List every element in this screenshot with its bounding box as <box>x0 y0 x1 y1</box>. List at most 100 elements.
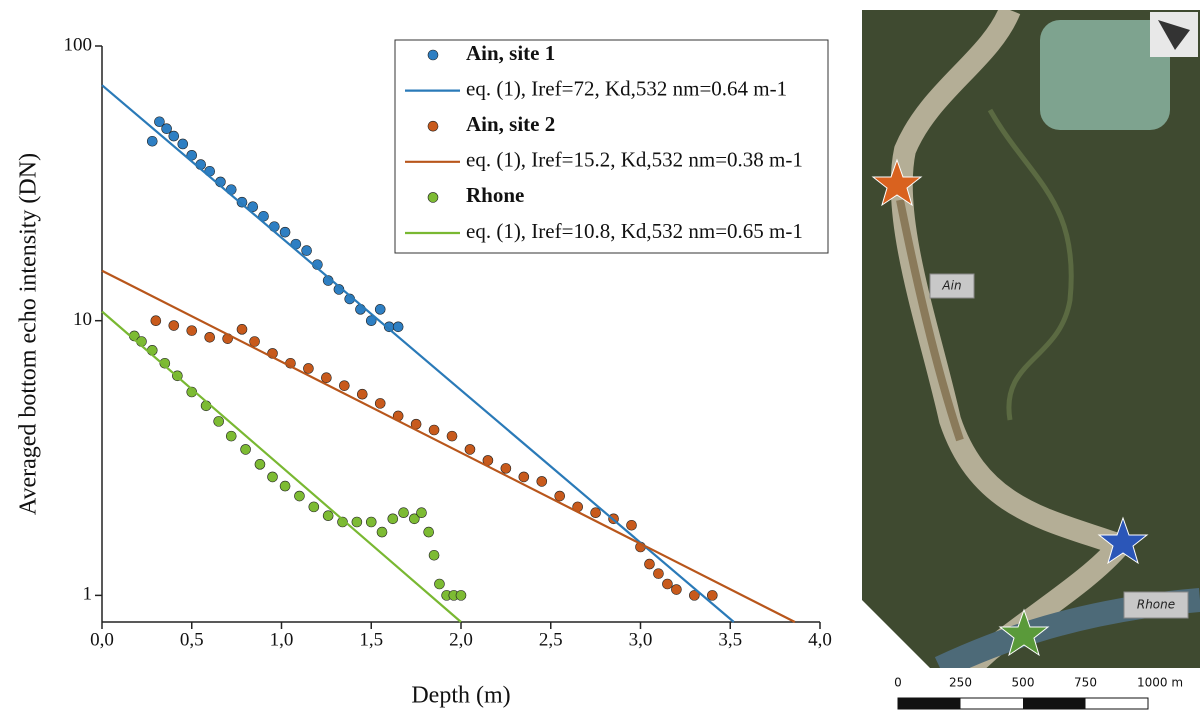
map: Ain Rhone <box>862 10 1200 668</box>
data-point <box>387 513 399 525</box>
data-point <box>554 490 566 502</box>
legend-label: Rhone <box>466 183 524 207</box>
data-point <box>434 578 445 590</box>
y-axis-title: Averaged bottom echo intensity (DN) <box>16 153 42 515</box>
x-tick-label: 3,5 <box>718 629 742 650</box>
x-tick-label: 3,0 <box>629 629 653 650</box>
data-point <box>398 507 409 518</box>
data-point <box>662 578 673 590</box>
site-star <box>1097 516 1149 565</box>
lake <box>1040 20 1170 130</box>
legend-marker <box>427 120 439 132</box>
x-tick-label: 0,5 <box>180 629 204 650</box>
data-point <box>455 590 467 601</box>
data-point <box>186 325 198 336</box>
data-point <box>416 507 427 518</box>
legend-label: Ain, site 2 <box>466 112 555 136</box>
scale-label: 250 <box>949 676 972 690</box>
data-point <box>356 388 368 400</box>
scale-label: 1000 m <box>1137 676 1183 690</box>
data-point <box>303 363 314 374</box>
data-point <box>177 138 189 150</box>
data-point <box>254 459 266 470</box>
data-point <box>269 221 280 232</box>
scale-label: 0 <box>894 676 902 690</box>
data-point <box>168 130 180 142</box>
legend-label: Ain, site 1 <box>466 41 555 65</box>
north-arrow-glyph <box>1158 20 1190 50</box>
data-point <box>321 372 332 384</box>
side-channel <box>987 108 1074 421</box>
data-point <box>500 463 512 474</box>
legend-label: eq. (1), Iref=15.2, Kd,532 nm=0.38 m-1 <box>466 148 803 172</box>
data-point <box>671 584 682 595</box>
legend-label: eq. (1), Iref=72, Kd,532 nm=0.64 m-1 <box>466 76 787 100</box>
fit-line <box>101 310 462 623</box>
fit-line <box>101 84 735 623</box>
data-point <box>626 519 637 531</box>
data-point <box>689 590 700 601</box>
label-box <box>929 273 975 299</box>
map-label: Ain <box>941 279 961 293</box>
data-point <box>236 196 248 208</box>
data-point <box>374 304 386 315</box>
data-point <box>213 416 224 427</box>
data-point <box>428 424 440 436</box>
scale-label: 500 <box>1012 676 1035 690</box>
data-point <box>464 444 476 455</box>
site-star <box>998 608 1050 657</box>
data-point <box>279 226 291 238</box>
data-point <box>653 568 664 579</box>
data-point <box>249 336 260 347</box>
data-point <box>236 324 248 335</box>
legend-box <box>394 39 829 254</box>
y-tick-label: 100 <box>64 34 93 55</box>
data-point <box>146 135 158 147</box>
legend-label: eq. (1), Iref=10.8, Kd,532 nm=0.65 m-1 <box>466 219 803 243</box>
legend-marker <box>427 192 439 203</box>
x-axis-title: Depth (m) <box>411 683 510 709</box>
data-point <box>240 444 251 455</box>
data-point <box>392 321 404 333</box>
data-point <box>706 590 718 601</box>
data-point <box>247 201 259 213</box>
data-point <box>365 315 377 326</box>
data-point <box>337 516 348 528</box>
legend: Ain, site 1 eq. (1), Iref=72, Kd,532 nm=0… <box>405 41 803 243</box>
data-point <box>590 507 601 518</box>
data-point <box>279 480 291 492</box>
data-point <box>168 320 180 331</box>
data-point <box>409 513 420 525</box>
legend-marker <box>427 49 439 61</box>
data-point <box>267 471 278 483</box>
scale-bar-segment <box>898 698 961 709</box>
data-point <box>154 116 165 128</box>
data-point <box>294 490 305 502</box>
data-point <box>644 558 655 570</box>
y-tick-label: 1 <box>83 584 93 605</box>
data-point <box>322 510 334 522</box>
data-point <box>351 516 363 528</box>
data-point <box>301 245 312 256</box>
y-tick-label: 10 <box>73 309 92 330</box>
data-point <box>365 516 377 528</box>
river-channel <box>896 199 964 442</box>
data-point <box>518 471 530 483</box>
data-point <box>536 476 548 487</box>
x-tick-label: 1,0 <box>270 629 294 650</box>
label-box <box>1123 591 1189 619</box>
scale-label: 750 <box>1074 676 1097 690</box>
x-tick-label: 2,0 <box>449 629 473 650</box>
x-tick-label: 0,0 <box>90 629 114 650</box>
data-point <box>159 357 171 369</box>
data-point <box>308 501 320 513</box>
data-point <box>150 315 162 326</box>
data-point <box>428 549 440 561</box>
site-star <box>871 158 923 207</box>
scale-bar: 0 250 500 750 1000 m <box>894 676 1183 710</box>
x-tick-label: 1,5 <box>359 629 383 650</box>
plot-area: 0,0 0,5 1,0 1,5 2,0 2,5 3,0 3,5 4,0 1 10 100 <box>64 34 832 650</box>
scale-bar-segment <box>1023 698 1086 709</box>
data-point <box>161 123 172 134</box>
